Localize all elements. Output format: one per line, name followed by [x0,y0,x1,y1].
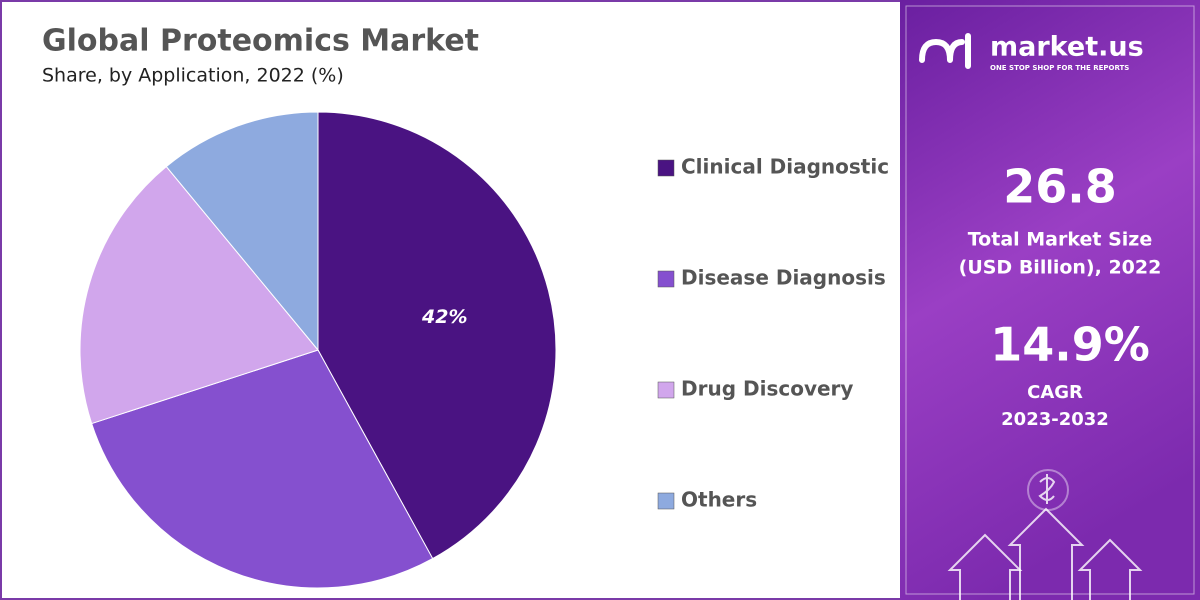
legend-swatch [657,492,675,510]
tagline: ONE STOP SHOP FOR THE REPORTS [990,64,1129,72]
brand: market.us [990,32,1144,63]
legend-label: Clinical Diagnostic [681,155,889,179]
legend-swatch [657,270,675,288]
pie-slice [91,349,434,589]
pie-slice [317,111,557,560]
arrows-decoration [947,469,1143,600]
chart-subtitle: Share, by Application, 2022 (%) [42,65,344,87]
market-size-label: (USD Billion), 2022 [959,257,1162,279]
cagr-label: CAGR [1027,382,1083,403]
market-size-label: Total Market Size [968,229,1152,251]
logo: market.us ONE STOP SHOP FOR THE REPORTS [919,32,1144,72]
cagr: 14.9% [990,318,1150,372]
pie-slice [79,165,319,425]
market-size: 26.8 [1003,160,1117,214]
legend-label: Disease Diagnosis [681,266,886,290]
legend-swatch [657,159,675,177]
cagr-period: 2023-2032 [1001,409,1109,430]
logo-mark [919,33,971,69]
legend-label: Drug Discovery [681,377,853,401]
value-label: 42% [421,306,467,328]
side-panel-border [905,5,1195,595]
pie-slice [165,111,319,352]
chart-title: Global Proteomics Market [42,24,479,59]
legend-label: Others [681,488,757,512]
legend-swatch [657,381,675,399]
